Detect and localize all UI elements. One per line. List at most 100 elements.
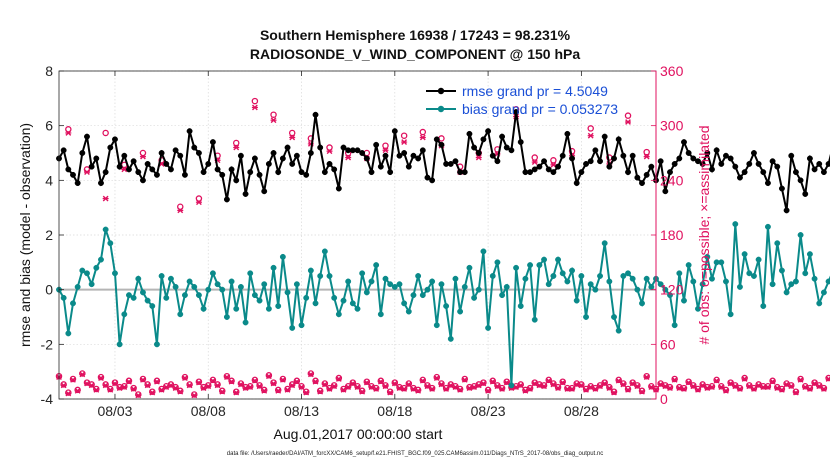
y-right-tick-label: 120 — [660, 282, 684, 298]
obs-possible-point — [363, 378, 371, 385]
daily-obs-possible-point — [65, 126, 72, 133]
daily-obs-possible-point — [139, 149, 147, 157]
rmse-point — [74, 180, 81, 187]
obs-assimilated-point — [620, 381, 627, 388]
obs-assimilated-point — [116, 385, 123, 391]
daily-obs-possible-point — [550, 157, 557, 164]
rmse-point — [251, 155, 258, 162]
y-axis-label-right: # of obs: o=possible; ×=assimilated — [696, 125, 712, 344]
rmse-point — [335, 185, 342, 192]
rmse-point — [237, 152, 244, 159]
bias-point — [396, 281, 403, 288]
bias-point — [195, 292, 202, 299]
daily-obs-assimilated-point — [83, 169, 90, 176]
obs-assimilated-point — [289, 382, 296, 389]
obs-possible-point — [778, 385, 786, 393]
daily-obs-possible-point — [251, 97, 259, 105]
bias-point — [825, 278, 830, 285]
rmse-point — [671, 160, 678, 167]
y-tick-label: 8 — [45, 63, 53, 79]
obs-possible-point — [302, 388, 310, 395]
bias-point — [312, 300, 319, 307]
obs-assimilated-point — [256, 383, 263, 390]
rmse-point — [569, 155, 575, 162]
obs-assimilated-point — [293, 378, 300, 385]
obs-possible-point — [228, 377, 235, 385]
bias-point — [429, 278, 436, 285]
obs-assimilated-point — [401, 386, 408, 392]
rmse-point — [65, 166, 72, 173]
bias-point — [242, 319, 249, 326]
daily-obs-possible-point — [400, 132, 408, 139]
obs-assimilated-point — [601, 380, 608, 387]
bias-point — [60, 294, 67, 301]
bias-point — [797, 232, 804, 238]
daily-obs-possible-point — [288, 129, 296, 137]
bias-point — [597, 273, 603, 279]
bias-point — [550, 273, 557, 279]
rmse-point — [820, 169, 827, 176]
bias-point — [279, 253, 286, 260]
obs-possible-point — [671, 375, 678, 383]
rmse-point — [116, 163, 123, 170]
legend-marker — [437, 105, 445, 113]
rmse-point — [494, 158, 501, 165]
obs-possible-point — [218, 387, 226, 395]
bias-point — [634, 286, 641, 293]
obs-assimilated-point — [303, 389, 310, 396]
bias-point — [578, 273, 585, 279]
obs-possible-point — [601, 379, 608, 386]
rmse-point — [177, 152, 184, 159]
obs-assimilated-point — [251, 377, 258, 384]
obs-possible-point — [191, 391, 198, 398]
obs-assimilated-point — [778, 386, 785, 393]
obs-possible-point — [232, 388, 240, 395]
obs-assimilated-point — [195, 379, 202, 386]
rmse-point — [517, 139, 524, 146]
obs-assimilated-point — [536, 382, 543, 389]
obs-possible-point — [372, 384, 380, 392]
obs-possible-point — [629, 379, 636, 386]
bias-point — [820, 289, 827, 296]
rmse-point — [284, 144, 291, 151]
obs-assimilated-point — [443, 386, 450, 392]
obs-possible-point — [727, 379, 734, 386]
rmse-point — [461, 169, 468, 176]
rmse-point — [685, 150, 692, 156]
bias-point — [709, 275, 715, 282]
bias-point — [387, 281, 394, 288]
obs-assimilated-point — [592, 386, 599, 392]
rmse-point — [130, 158, 137, 165]
bias-point — [667, 292, 673, 299]
rmse-point — [447, 160, 454, 167]
daily-obs-assimilated-point — [233, 144, 240, 151]
obs-possible-point — [93, 385, 100, 393]
obs-assimilated-point — [438, 381, 445, 388]
rmse-point — [737, 174, 743, 181]
bias-point — [499, 292, 506, 299]
rmse-point — [555, 163, 562, 170]
rmse-point — [732, 163, 739, 170]
bias-point — [527, 262, 534, 269]
daily-obs-assimilated-point — [587, 132, 594, 139]
bias-point — [335, 311, 342, 318]
obs-possible-point — [107, 385, 114, 393]
bias-point — [783, 289, 790, 296]
bias-point — [662, 286, 669, 293]
obs-assimilated-point — [671, 376, 678, 383]
obs-assimilated-point — [764, 384, 771, 391]
obs-possible-point — [489, 377, 497, 385]
obs-possible-point — [461, 375, 469, 383]
bias-point — [625, 270, 631, 277]
rmse-point — [559, 152, 566, 159]
rmse-point — [718, 160, 725, 167]
bias-point — [149, 303, 156, 310]
rmse-point — [233, 177, 240, 184]
rmse-point — [186, 128, 193, 135]
obs-assimilated-point — [307, 371, 314, 378]
obs-possible-point — [111, 379, 119, 386]
obs-assimilated-point — [284, 386, 291, 393]
obs-possible-point — [452, 382, 459, 390]
obs-assimilated-point — [107, 386, 114, 393]
